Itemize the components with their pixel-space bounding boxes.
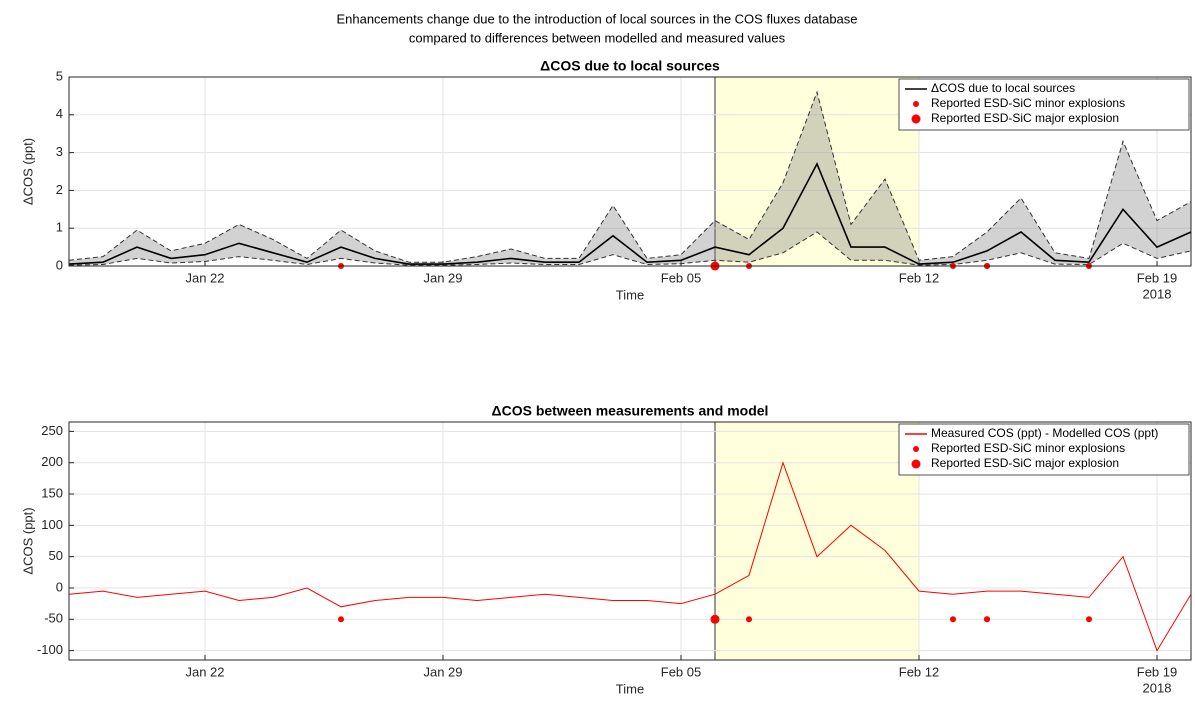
axes-box (68, 421, 1192, 661)
plot-layer (69, 90, 1191, 266)
x-tick-label: Jan 29 (423, 664, 462, 679)
plot-layer (69, 461, 1191, 652)
y-tick-label: 100 (41, 517, 63, 532)
chart-title: ΔCOS between measurements and model (492, 403, 769, 419)
y-tick-label: 2 (56, 182, 63, 197)
event-marker (710, 614, 720, 624)
chart-title: ΔCOS due to local sources (540, 58, 720, 74)
y-tick-label: 1 (56, 220, 63, 235)
event-marker (338, 616, 344, 623)
x-axis-label: Time (616, 287, 644, 302)
legend-label: Reported ESD-SiC minor explosions (931, 96, 1125, 110)
figure-title: Enhancements change due to the introduct… (336, 11, 857, 26)
legend-swatch (913, 446, 919, 452)
figure-subtitle: compared to differences between modelled… (409, 30, 786, 45)
legend-label: Measured COS (ppt) - Modelled COS (ppt) (931, 426, 1158, 440)
y-tick-label: 4 (56, 106, 63, 121)
highlight-region (715, 77, 919, 266)
y-tick-label: -50 (44, 611, 63, 626)
x-year-label: 2018 (1143, 680, 1172, 695)
legend-box (898, 78, 1190, 131)
event-marker (984, 616, 990, 623)
lower-bound (69, 231, 1191, 266)
x-tick-label: Jan 22 (185, 664, 224, 679)
legend-swatch (911, 114, 921, 124)
event-marker (746, 616, 752, 623)
series-line (69, 162, 1191, 265)
series-line (69, 461, 1191, 652)
legend-label: ΔCOS due to local sources (931, 81, 1075, 95)
event-marker (950, 616, 956, 623)
x-tick-label: Jan 29 (423, 270, 462, 285)
y-tick-label: 3 (56, 144, 63, 159)
legend-label: Reported ESD-SiC minor explosions (931, 441, 1125, 455)
y-tick-label: 250 (41, 423, 63, 438)
x-tick-label: Feb 05 (661, 270, 701, 285)
highlight-region (715, 422, 919, 660)
axes-box (68, 76, 1192, 267)
y-tick-label: 50 (49, 548, 63, 563)
y-tick-label: 0 (56, 579, 63, 594)
legend-swatch (913, 101, 919, 107)
y-tick-label: 5 (56, 68, 63, 83)
x-tick-label: Feb 19 (1137, 270, 1177, 285)
event-marker (1086, 616, 1092, 623)
y-tick-label: 0 (56, 257, 63, 272)
x-year-label: 2018 (1143, 286, 1172, 301)
y-tick-label: -100 (37, 642, 63, 657)
x-tick-label: Feb 12 (899, 270, 939, 285)
x-tick-label: Feb 12 (899, 664, 939, 679)
legend-label: Reported ESD-SiC major explosion (931, 456, 1119, 470)
legend-box (898, 423, 1190, 476)
upper-bound (69, 90, 1191, 263)
y-axis-label: ΔCOS (ppt) (20, 138, 35, 205)
y-tick-label: 200 (41, 454, 63, 469)
x-tick-label: Feb 05 (661, 664, 701, 679)
x-axis-label: Time (616, 681, 644, 696)
x-tick-label: Jan 22 (185, 270, 224, 285)
y-tick-label: 150 (41, 485, 63, 500)
legend-swatch (911, 459, 921, 469)
x-tick-label: Feb 19 (1137, 664, 1177, 679)
legend-label: Reported ESD-SiC major explosion (931, 111, 1119, 125)
y-axis-label: ΔCOS (ppt) (20, 507, 35, 574)
